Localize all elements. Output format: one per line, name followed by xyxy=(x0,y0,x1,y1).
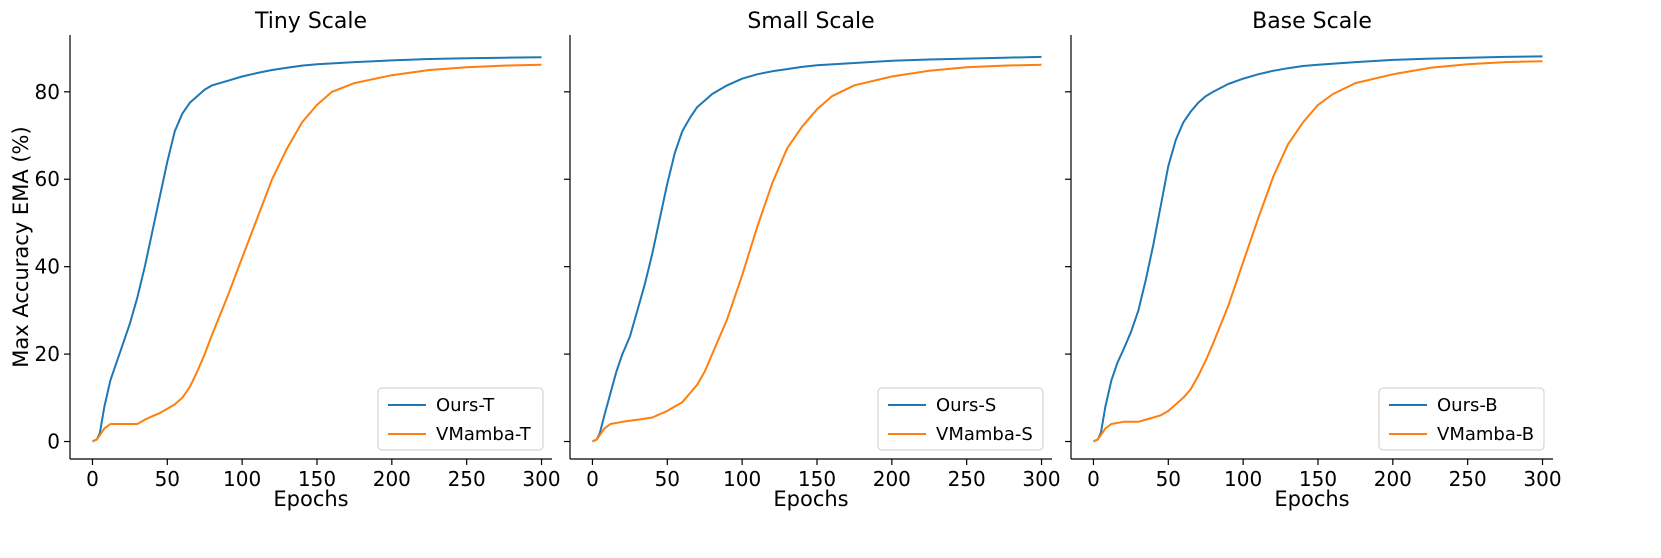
series-line-ours xyxy=(592,55,1042,443)
legend-label: Ours-T xyxy=(436,395,495,416)
legend-label: VMamba-B xyxy=(1437,424,1534,445)
y-tick-label: 40 xyxy=(35,255,60,279)
x-tick-label: 300 xyxy=(1523,467,1561,491)
x-axis-label: Epochs xyxy=(273,487,348,511)
chart-panel-3: 0 50 100 150 200 250 300 Base Scale Epochs Ours-B… xyxy=(1065,9,1562,511)
x-tick-label: 250 xyxy=(448,467,486,491)
chart-title: Tiny Scale xyxy=(254,9,367,34)
chart-title: Base Scale xyxy=(1252,9,1372,34)
legend: Ours-T VMamba-T xyxy=(377,387,544,451)
x-tick-label: 0 xyxy=(86,467,99,491)
y-tick-label: 60 xyxy=(35,167,60,191)
legend: Ours-B VMamba-B xyxy=(1378,387,1545,451)
x-tick-label: 50 xyxy=(655,467,680,491)
x-tick-label: 50 xyxy=(1156,467,1181,491)
x-tick-label: 50 xyxy=(155,467,180,491)
legend-label: Ours-S xyxy=(936,395,996,416)
legend-label: VMamba-S xyxy=(936,424,1033,445)
x-tick-label: 150 xyxy=(1299,467,1337,491)
chart-title: Small Scale xyxy=(747,9,874,34)
x-tick-label: 150 xyxy=(298,467,336,491)
x-axis-label: Epochs xyxy=(773,487,848,511)
series-line-vmamba xyxy=(1093,60,1543,443)
series-line-vmamba xyxy=(92,63,542,443)
y-axis-label: Max Accuracy EMA (%) xyxy=(9,126,33,367)
x-tick-label: 100 xyxy=(223,467,261,491)
y-tick-label: 0 xyxy=(47,430,60,454)
x-tick-label: 200 xyxy=(373,467,411,491)
x-tick-label: 100 xyxy=(1224,467,1262,491)
legend-label: Ours-B xyxy=(1437,395,1498,416)
y-tick-label: 20 xyxy=(35,342,60,366)
x-tick-label: 150 xyxy=(798,467,836,491)
x-tick-label: 200 xyxy=(1374,467,1412,491)
x-tick-label: 300 xyxy=(1022,467,1060,491)
legend-label: VMamba-T xyxy=(436,424,532,445)
x-tick-label: 250 xyxy=(1449,467,1487,491)
y-tick-label: 80 xyxy=(35,80,60,104)
x-axis-label: Epochs xyxy=(1274,487,1349,511)
series-line-ours xyxy=(1093,55,1543,443)
chart-panel-2: 0 50 100 150 200 250 300 Small Scale Epochs Ours-… xyxy=(564,9,1061,511)
legend: Ours-S VMamba-S xyxy=(877,387,1044,451)
chart-panel-1: 0 50 100 150 200 250 300 0 20 40 60 80 Tiny Scale Epo… xyxy=(9,9,561,511)
x-tick-label: 250 xyxy=(948,467,986,491)
x-tick-label: 200 xyxy=(873,467,911,491)
x-tick-label: 0 xyxy=(586,467,599,491)
series-line-vmamba xyxy=(592,63,1042,443)
series-line-ours xyxy=(92,56,542,443)
x-tick-label: 100 xyxy=(723,467,761,491)
x-tick-label: 300 xyxy=(522,467,560,491)
x-tick-label: 0 xyxy=(1087,467,1100,491)
